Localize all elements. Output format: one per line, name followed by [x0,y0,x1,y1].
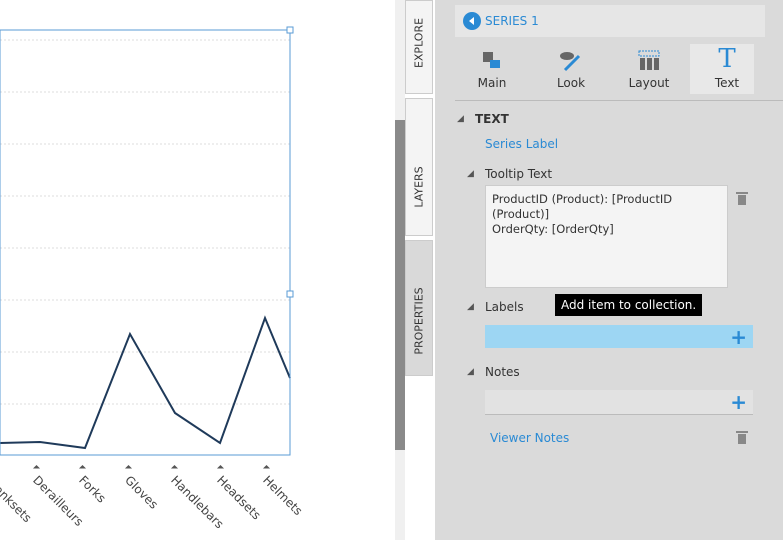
tool-label: Text [714,76,740,90]
notes-add-row[interactable]: + [485,390,753,415]
tool-label: Main [477,76,507,90]
grid [0,39,290,405]
series-header[interactable]: SERIES 1 [455,5,765,37]
tooltip: Add item to collection. [555,294,703,316]
selection [0,29,291,456]
tool-main[interactable]: Main [460,44,524,94]
divider [455,100,783,101]
tool-text[interactable]: T Text [695,44,759,94]
viewer-notes-link[interactable]: Viewer Notes [490,431,570,445]
tool-label: Layout [628,76,670,90]
scrollbar[interactable] [395,0,405,540]
series-title: SERIES 1 [485,14,539,28]
tool-layout[interactable]: Layout [617,44,681,94]
handle[interactable] [286,290,294,298]
delete-icon[interactable] [735,190,749,206]
series-label-link[interactable]: Series Label [485,137,559,151]
chart-area: Cranksets Derailleurs Forks Gloves Handlebar… [0,26,305,531]
handle[interactable] [286,26,294,34]
tool-look[interactable]: Look [539,44,603,94]
delete-icon[interactable] [735,429,749,445]
labels-add-row[interactable]: + [485,325,753,349]
properties-panel: SERIES 1 Main Look Layout T Text ◢ TEXT S… [435,0,783,540]
labels-label: Labels [485,300,524,314]
collapse[interactable]: ◢ [457,114,464,124]
tooltip-label: Tooltip Text [485,167,553,181]
active-tool-bg [690,44,754,94]
tab[interactable]: LAYERS [405,98,433,236]
notes-label: Notes [485,365,520,379]
tab-label: EXPLORE [412,17,426,69]
collapse[interactable]: ◢ [467,302,474,312]
section-title: TEXT [475,112,509,126]
tab[interactable]: PROPERTIES [405,240,433,376]
tooltip-input[interactable]: ProductID (Product): [ProductID (Product… [485,185,728,288]
chart [0,26,294,456]
add-icon[interactable]: + [730,390,747,414]
text-icon: T [718,44,736,74]
tab[interactable]: EXPLORE [405,0,433,94]
back-icon[interactable] [463,12,481,30]
add-icon[interactable]: + [730,325,747,349]
tab-label: PROPERTIES [412,287,426,355]
collapse[interactable]: ◢ [467,169,474,179]
scroll-thumb[interactable] [395,120,405,450]
tool-label: Look [556,76,586,90]
tab-label: LAYERS [412,166,426,208]
series-line [0,315,291,450]
collapse[interactable]: ◢ [467,367,474,377]
